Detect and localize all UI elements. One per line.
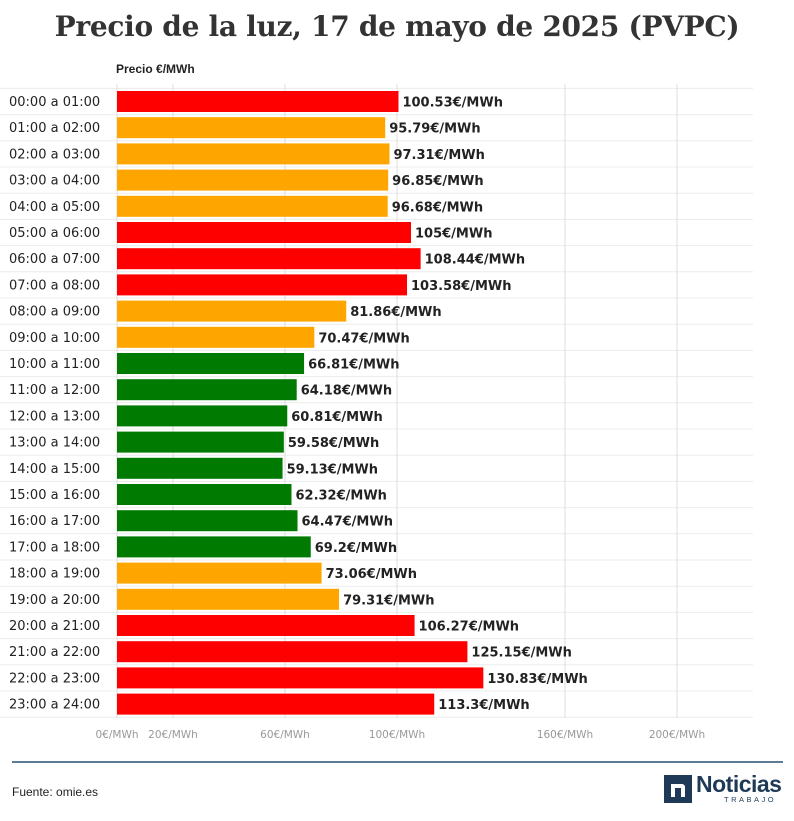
bar-value-label: 64.18€/MWh [301, 384, 392, 399]
hour-label: 04:00 a 05:00 [9, 200, 100, 215]
bar [117, 536, 311, 558]
bar-value-label: 97.31€/MWh [393, 148, 484, 163]
hour-label: 15:00 a 16:00 [9, 488, 100, 503]
grid-lines [0, 84, 753, 719]
bar-value-label: 105€/MWh [415, 227, 492, 242]
hour-label: 22:00 a 23:00 [9, 671, 100, 686]
bar [117, 405, 288, 427]
bar-value-label: 103.58€/MWh [411, 279, 512, 294]
y-axis-label: Precio €/MWh [116, 62, 195, 76]
x-tick-label: 20€/MWh [148, 729, 198, 741]
logo-text: Noticias [696, 771, 782, 797]
bar [117, 274, 408, 296]
bar-value-label: 79.31€/MWh [343, 593, 434, 608]
bar [117, 615, 415, 636]
hour-label: 17:00 a 18:00 [9, 540, 100, 555]
bar-value-label: 96.85€/MWh [392, 174, 483, 189]
x-tick-label: 200€/MWh [649, 729, 705, 741]
hour-label: 18:00 a 19:00 [9, 567, 100, 582]
bar-value-label: 64.47€/MWh [302, 515, 393, 530]
hour-labels: 00:00 a 01:00 01:00 a 02:00 02:00 a 03:00 0… [9, 95, 100, 713]
bar [117, 510, 298, 532]
bar-value-label: 108.44€/MWh [425, 253, 525, 268]
hour-label: 14:00 a 15:00 [9, 462, 100, 477]
bar [117, 300, 347, 322]
bar-value-label: 106.27€/MWh [419, 620, 520, 635]
bar-value-label: 96.68€/MWh [392, 200, 483, 215]
hour-label: 01:00 a 02:00 [9, 121, 100, 136]
footer-divider [12, 761, 783, 763]
bar [117, 117, 386, 139]
value-labels: 100.53€/MWh 95.79€/MWh 97.31€/MWh 96.85€/MW… [287, 96, 588, 714]
chart-title: Precio de la luz, 17 de mayo de 2025 (PV… [54, 10, 740, 43]
x-tick-label: 60€/MWh [260, 729, 310, 741]
bar-value-label: 62.32€/MWh [295, 489, 386, 504]
bar [117, 169, 389, 191]
hour-label: 13:00 a 14:00 [9, 436, 100, 451]
bar [117, 588, 340, 610]
hour-label: 08:00 a 09:00 [9, 305, 100, 320]
hour-label: 20:00 a 21:00 [9, 619, 100, 634]
hour-label: 21:00 a 22:00 [9, 645, 100, 660]
bar [117, 484, 292, 505]
hour-label: 06:00 a 07:00 [9, 252, 100, 267]
hour-label: 12:00 a 13:00 [9, 409, 100, 424]
bar [117, 693, 435, 715]
x-tick-label: 0€/MWh [96, 729, 139, 741]
hour-label: 02:00 a 03:00 [9, 147, 100, 162]
bar [117, 431, 284, 453]
x-tick-labels: 0€/MWh 20€/MWh 60€/MWh 100€/MWh 160€/MWh 200€… [96, 729, 706, 741]
bars [117, 91, 484, 715]
noticias-trabajo-logo: Noticias TRABAJO [664, 771, 786, 806]
bar-value-label: 95.79€/MWh [389, 122, 480, 137]
source-text: Fuente: omie.es [12, 785, 99, 799]
bar-value-label: 113.3€/MWh [438, 698, 529, 713]
bar-value-label: 125.15€/MWh [471, 646, 572, 661]
bar-value-label: 59.13€/MWh [287, 462, 378, 477]
logo-subtext: TRABAJO [724, 795, 777, 804]
hour-label: 03:00 a 04:00 [9, 174, 100, 189]
bar-value-label: 100.53€/MWh [402, 96, 503, 111]
bar [117, 667, 484, 689]
bar [117, 379, 297, 401]
logo-n-icon [664, 775, 692, 803]
hour-label: 09:00 a 10:00 [9, 331, 100, 346]
bar [117, 562, 322, 584]
bar-value-label: 69.2€/MWh [315, 541, 397, 556]
x-tick-label: 100€/MWh [369, 729, 425, 741]
bar-value-label: 66.81€/MWh [308, 358, 399, 373]
hour-label: 19:00 a 20:00 [9, 593, 100, 608]
bar-value-label: 130.83€/MWh [487, 672, 587, 687]
hour-label: 11:00 a 12:00 [9, 383, 100, 398]
bar [117, 248, 421, 270]
bar [117, 143, 390, 165]
hour-label: 23:00 a 24:00 [9, 698, 100, 713]
bar [117, 353, 305, 374]
bar-value-label: 59.58€/MWh [288, 436, 379, 451]
hour-label: 07:00 a 08:00 [9, 278, 100, 293]
x-tick-label: 160€/MWh [537, 729, 593, 741]
bar-value-label: 60.81€/MWh [291, 410, 382, 425]
bar [117, 195, 388, 217]
bar-value-label: 70.47€/MWh [318, 331, 409, 346]
bar-value-label: 81.86€/MWh [350, 305, 441, 320]
bar [117, 641, 468, 663]
hour-label: 16:00 a 17:00 [9, 514, 100, 529]
bar [117, 91, 399, 112]
hour-label: 05:00 a 06:00 [9, 226, 100, 241]
bar [117, 222, 411, 243]
bar [117, 457, 283, 479]
hour-label: 00:00 a 01:00 [9, 95, 100, 110]
bar-value-label: 73.06€/MWh [326, 567, 417, 582]
bar [117, 326, 315, 348]
bar-chart: 00:00 a 01:00 01:00 a 02:00 02:00 a 03:00 0… [0, 84, 753, 741]
hour-label: 10:00 a 11:00 [9, 357, 100, 372]
